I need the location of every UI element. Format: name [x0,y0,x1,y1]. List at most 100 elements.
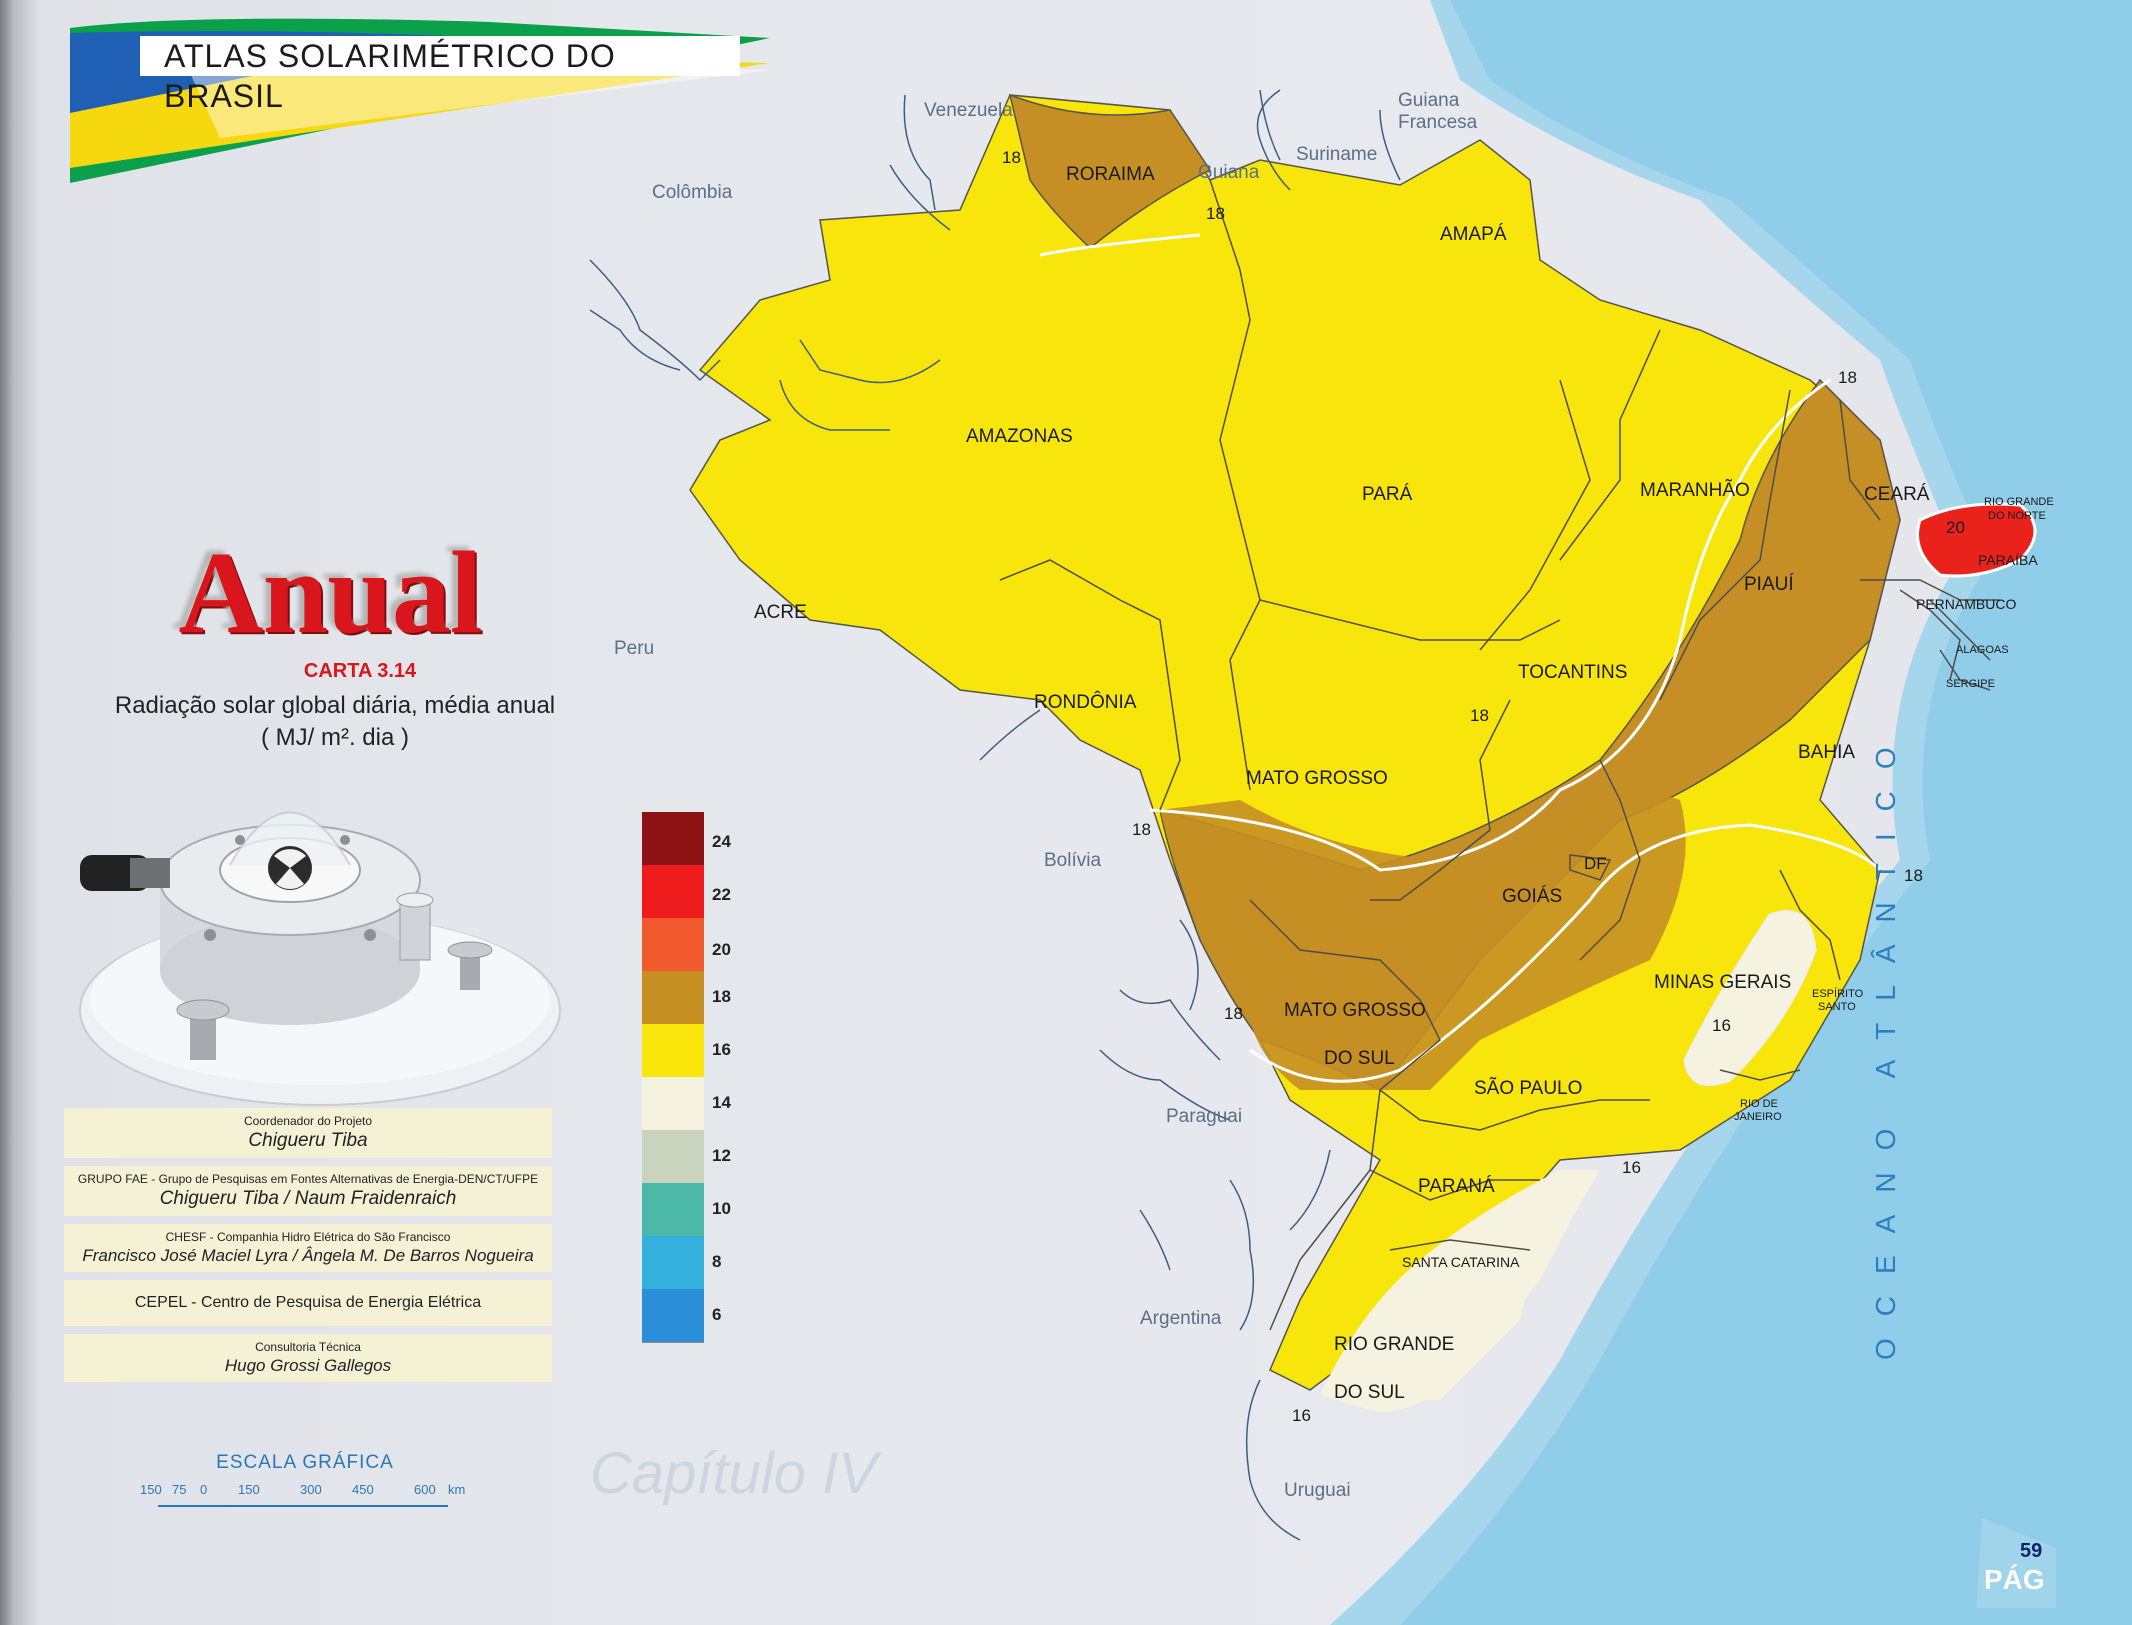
legend-row: 18 [642,971,732,1025]
country-colombia: Colômbia [652,182,733,203]
zone-18-center-west [1160,780,1686,1090]
legend-label: 6 [712,1305,722,1324]
legend-label: 8 [712,1252,722,1271]
legend-row: 24 [642,812,732,866]
isoline-value: 18 [1132,820,1151,839]
state-amazonas: AMAZONAS [966,426,1073,447]
brazil-map [589,89,2037,1541]
legend-row: 8 [642,1236,732,1290]
legend-row: 12 [642,1130,732,1184]
scale-bar [158,1502,448,1507]
country-bolivia: Bolívia [1044,850,1102,871]
isoline-value: 18 [1838,368,1857,387]
country-guiana: Guiana [1198,162,1260,183]
state-piaui: PIAUÍ [1744,574,1794,595]
legend-row: 20 [642,918,732,972]
credit-names: Hugo Grossi Gallegos [224,1356,392,1375]
legend-row: 10 [642,1183,732,1237]
state-rio-de-janeiro-2: JANEIRO [1734,1111,1782,1123]
legend-label: 18 [712,987,731,1006]
scale-bar-row: 150 75 0 150 300 450 600 km [140,1482,480,1516]
isoline-18-central [1149,378,1831,872]
color-legend: 24 22 20 18 16 14 12 10 8 6 [642,812,732,1343]
subtitle-line-2: ( MJ/ m². dia ) [261,724,409,751]
legend-label: 22 [712,885,731,904]
page-number: 59 [2020,1540,2043,1562]
graphic-scale: ESCALA GRÁFICA 150 75 0 150 300 450 600 … [140,1452,480,1516]
credit-role: CEPEL - Centro de Pesquisa de Energia El… [134,1294,482,1311]
scale-tick: 300 [300,1482,322,1497]
scale-tick: 150 [238,1482,260,1497]
state-rio-grande-do-sul-2: DO SUL [1334,1382,1405,1403]
page-label: PÁG [1984,1564,2045,1595]
map-subtitle: Radiação solar global diária, média anua… [90,690,580,754]
state-minas-gerais: MINAS GERAIS [1654,972,1792,993]
isoline-value: 20 [1946,518,1965,537]
credit-names: Chigueru Tiba [248,1130,368,1151]
credit-consultoria: Consultoria Técnica Hugo Grossi Gallegos [64,1334,552,1382]
country-peru: Peru [614,638,655,659]
state-mato-grosso-do-sul-1: MATO GROSSO [1284,1000,1426,1021]
state-pernambuco: PERNAMBUCO [1916,596,2017,612]
isoline-value: 18 [1470,706,1489,725]
credit-chesf: CHESF - Companhia Hidro Elétrica do São … [64,1224,552,1272]
state-espirito-santo-2: SANTO [1818,1001,1856,1013]
legend-swatch [642,812,704,866]
zone-14-minas [1683,910,1817,1086]
isoline-value: 16 [1712,1016,1731,1035]
state-maranhao: MARANHÃO [1640,480,1750,501]
country-guiana-francesa-2: Francesa [1398,112,1478,133]
chart-number: CARTA 3.14 [303,660,417,682]
credit-names: Chigueru Tiba / Naum Fraidenraich [159,1188,457,1209]
state-para: PARÁ [1362,484,1413,505]
isoline-value: 16 [1292,1406,1311,1425]
legend-row: 6 [642,1289,732,1343]
scale-tick: 600 [414,1482,436,1497]
legend-label: 10 [712,1199,731,1218]
zone-18-roraima [1008,93,1212,249]
state-santa-catarina: SANTA CATARINA [1402,1254,1520,1270]
page-tab-graphic [1976,1518,2056,1608]
country-argentina: Argentina [1140,1308,1222,1329]
credit-role: CHESF - Companhia Hidro Elétrica do São … [165,1230,451,1244]
atlas-title: ATLAS SOLARIMÉTRICO DO BRASIL [140,36,740,114]
state-mato-grosso: MATO GROSSO [1246,768,1388,789]
isoline-value: 18 [1206,204,1225,223]
state-mato-grosso-do-sul-2: DO SUL [1324,1048,1395,1069]
legend-swatch [642,1130,704,1184]
isoline-value: 18 [1904,866,1923,885]
state-rio-grande-do-sul-1: RIO GRANDE [1334,1334,1455,1355]
legend-swatch [642,918,704,972]
isoline-18-south [1249,823,1882,1083]
scale-tick: 450 [352,1482,374,1497]
isoline-value: 16 [1622,1158,1641,1177]
credit-names: Francisco José Maciel Lyra / Ângela M. D… [82,1246,534,1265]
ocean-atlantic-label: OCEANO ATLÂNTICO [1870,725,1901,1360]
state-amapa: AMAPÁ [1440,224,1507,245]
scale-tick: 0 [200,1482,208,1497]
state-ceara: CEARÁ [1864,484,1930,505]
credit-cepel: CEPEL - Centro de Pesquisa de Energia El… [64,1280,552,1326]
legend-label: 16 [712,1040,731,1059]
country-paraguai: Paraguai [1166,1106,1243,1127]
country-guiana-francesa-1: Guiana [1398,90,1460,111]
state-sao-paulo: SÃO PAULO [1474,1078,1583,1099]
state-tocantins: TOCANTINS [1518,662,1628,683]
country-venezuela: Venezuela [924,100,1013,121]
state-acre: ACRE [754,602,807,623]
map-title-anual: Anual [178,527,482,658]
pyranometer-illustration [79,811,561,1106]
state-paraiba: PARAÍBA [1978,552,2038,568]
scale-unit: km [448,1482,466,1497]
isoline-18-north [1039,233,1201,257]
zone-14-south-2 [1340,1230,1540,1400]
credit-role: Consultoria Técnica [255,1340,361,1354]
credits-panel: Coordenador do Projeto Chigueru Tiba GRU… [64,1108,552,1390]
credit-role: Coordenador do Projeto [243,1114,373,1128]
zone-16-base [689,94,1901,1391]
state-rio-grande-do-norte-1: RIO GRANDE [1984,496,2054,508]
ne-state-borders [1899,589,1961,681]
credit-role: GRUPO FAE - Grupo de Pesquisas em Fontes… [77,1172,539,1186]
legend-label: 12 [712,1146,731,1165]
